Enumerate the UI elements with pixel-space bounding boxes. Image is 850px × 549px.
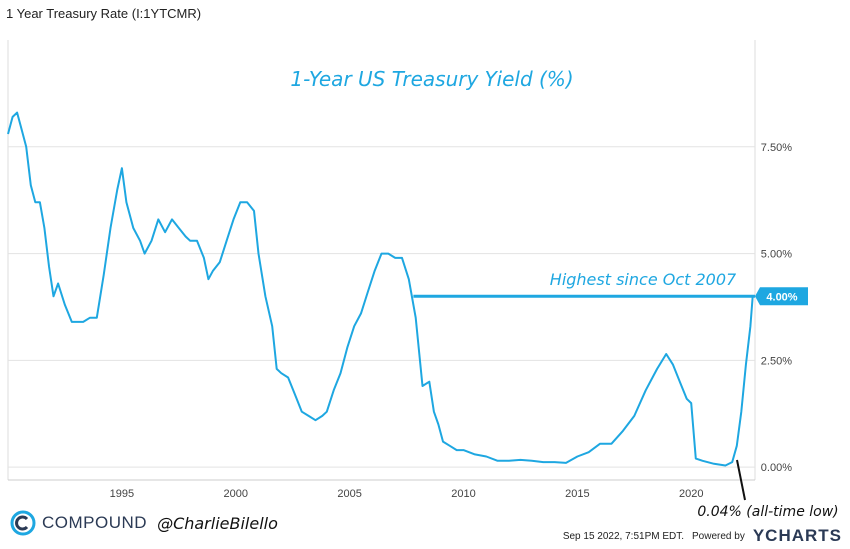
x-tick-label: 1995 [110,488,134,500]
powered-by: Powered by [692,530,745,542]
brand-name: COMPOUND [42,513,148,532]
annotation-highest: Highest since Oct 2007 [550,270,737,289]
x-axis-ticks: 1995 2000 2005 2010 2015 2020 [110,488,704,500]
compound-branding: COMPOUND @CharlieBilello [10,510,278,536]
x-tick-label: 2000 [224,488,248,500]
x-tick-label: 2010 [451,488,475,500]
y-tick-label: 2.50% [761,355,792,367]
last-value-badge: 4.00% [755,287,808,306]
y-tick-label: 7.50% [761,142,792,154]
timestamp: Sep 15 2022, 7:51PM EDT. [562,530,685,542]
y-axis-ticks: 0.00% 2.50% 5.00% 7.50% [761,142,792,474]
x-tick-label: 2015 [565,488,589,500]
series-line [7,111,754,467]
low-pointer [736,459,746,501]
x-tick-label: 2020 [679,488,703,500]
annotation-all-time-low: 0.04% (all-time low) [697,504,838,520]
ycharts-logo: YCHARTS [752,526,842,545]
y-tick-label: 0.00% [761,462,792,474]
author-handle: @CharlieBilello [157,513,278,533]
compound-logo-icon [10,510,36,536]
source-credit: Sep 15 2022, 7:51PM EDT. Powered by YCHA… [563,526,842,546]
last-value-label: 4.00% [766,291,797,303]
x-tick-label: 2005 [337,488,361,500]
y-tick-label: 5.00% [761,249,792,261]
gridlines [8,146,755,468]
window-title: 1 Year Treasury Rate (I:1YTCMR) [6,6,202,21]
chart-title: 1-Year US Treasury Yield (%) [290,67,573,91]
